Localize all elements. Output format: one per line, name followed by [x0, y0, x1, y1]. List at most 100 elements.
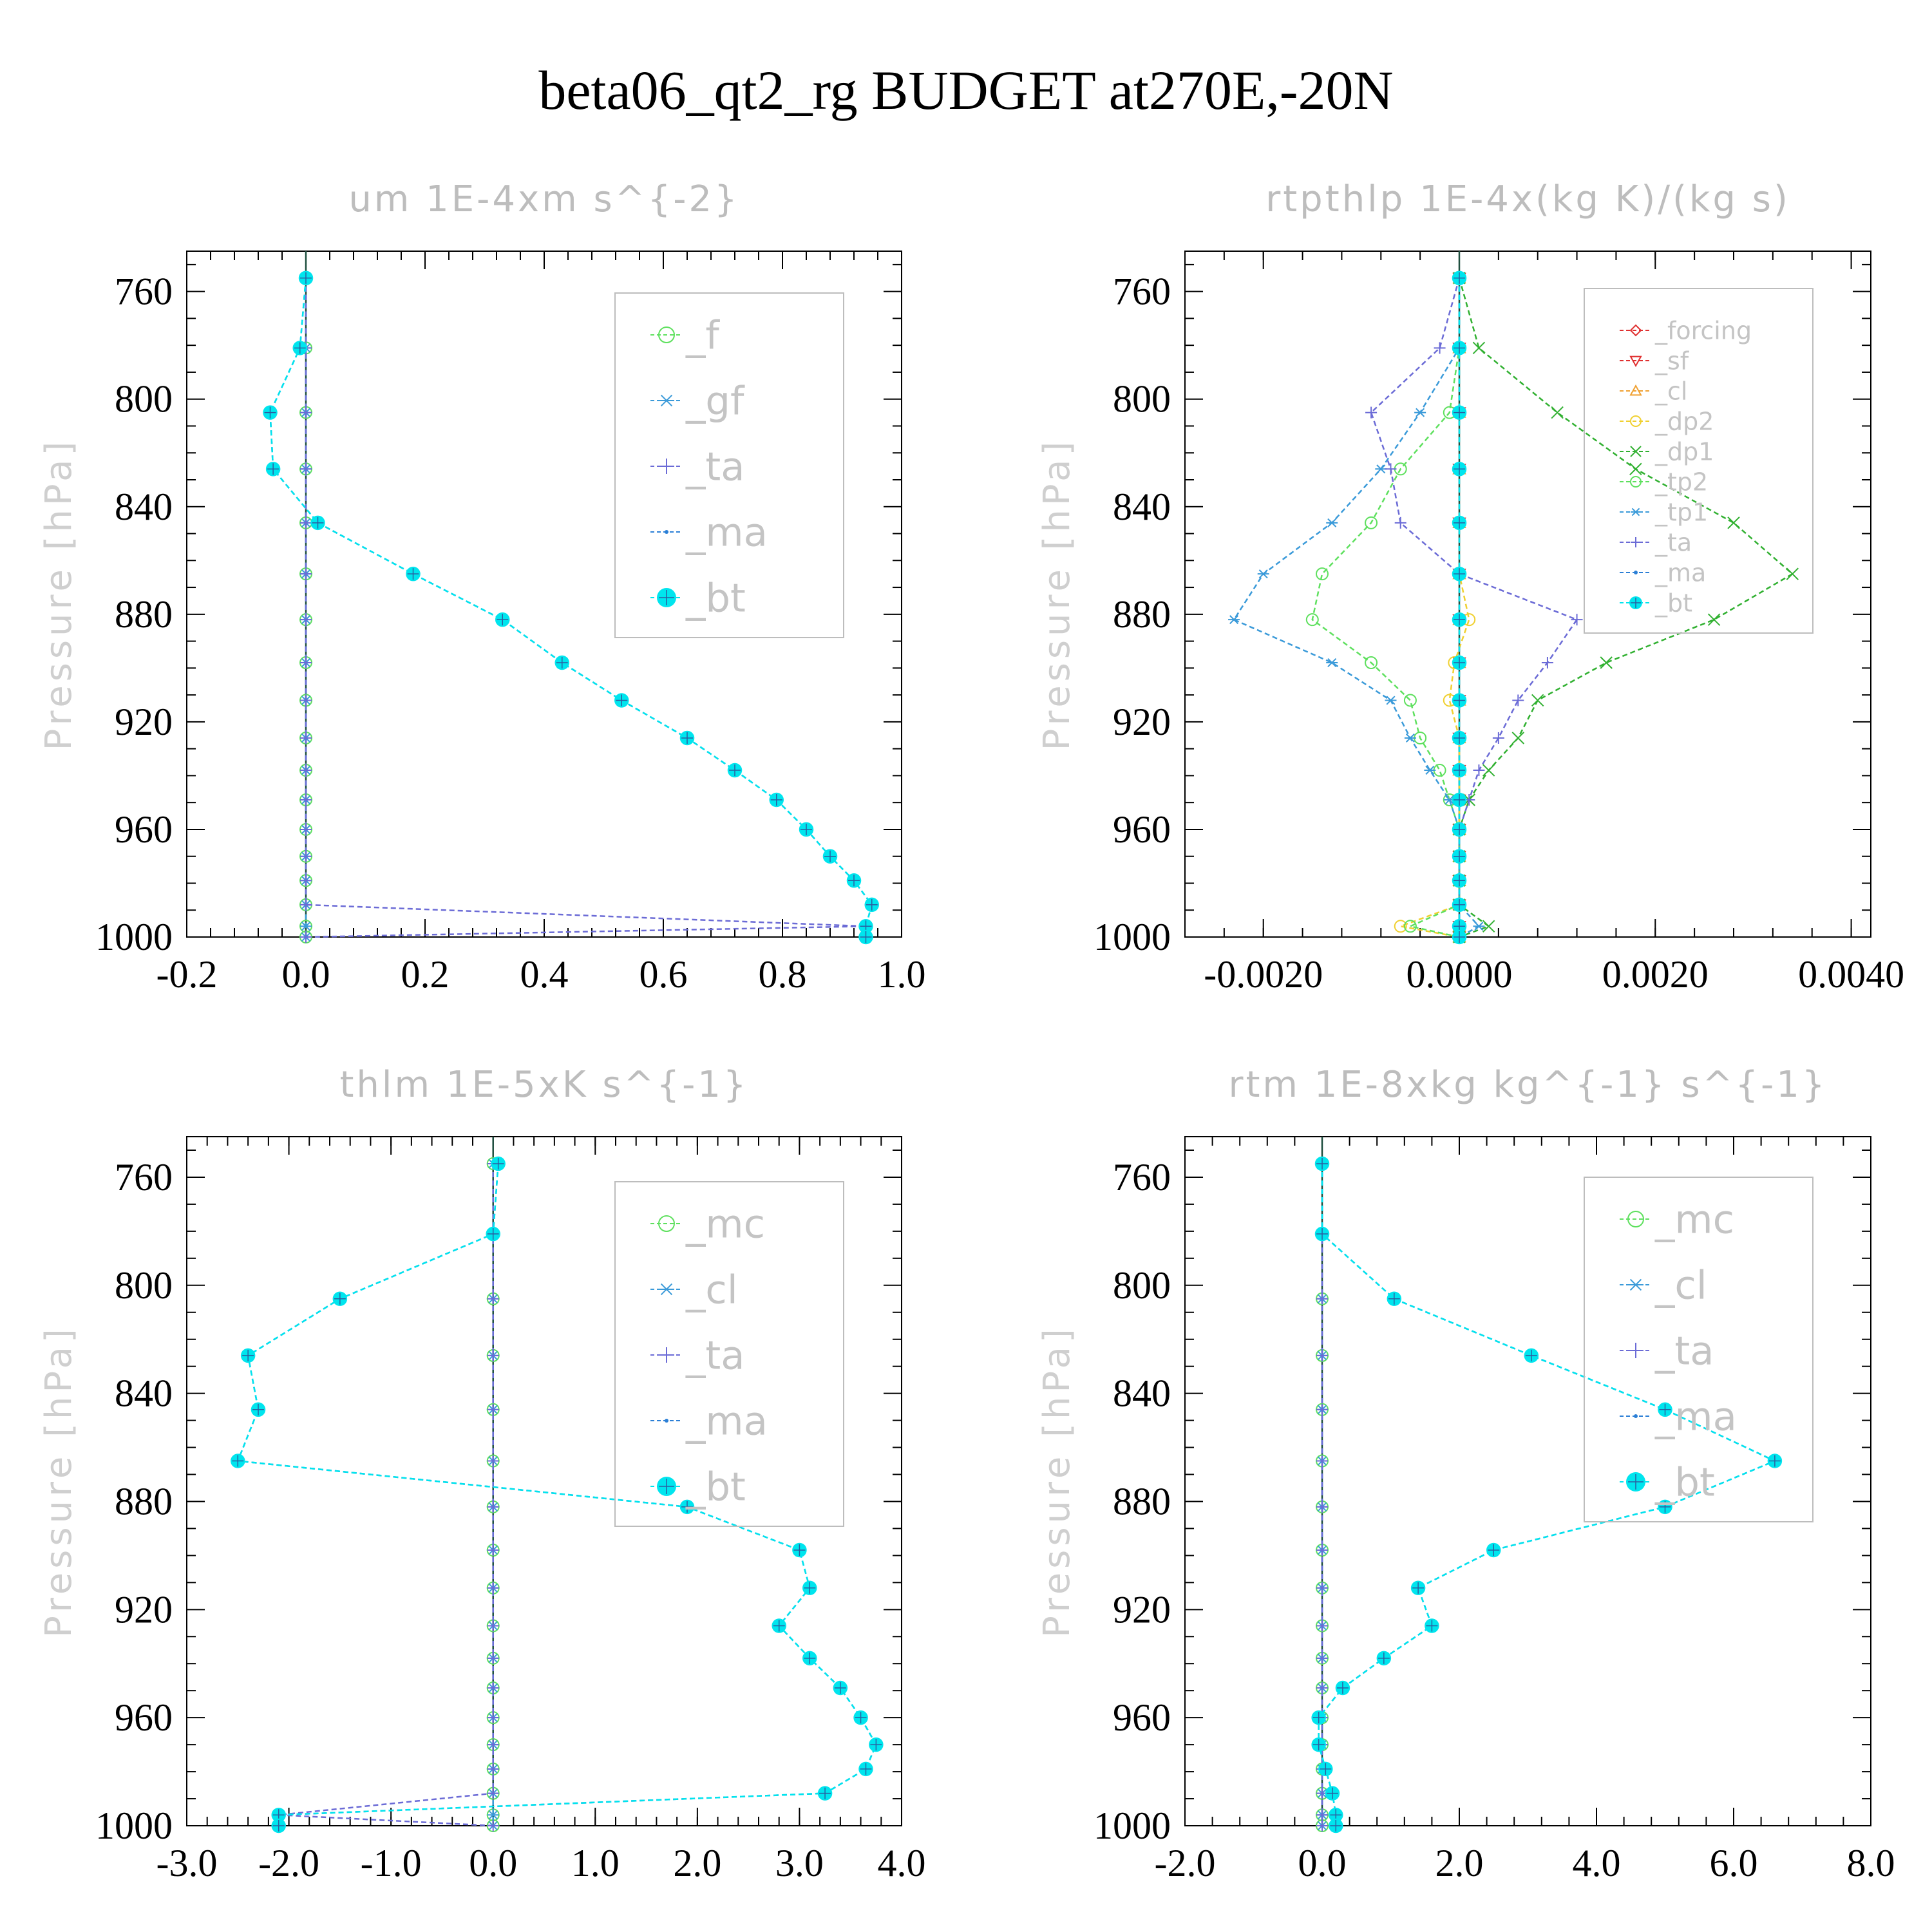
data-point [487, 1810, 499, 1820]
x-tick-label: 8.0 [1847, 1842, 1895, 1884]
series-bt [1452, 270, 1467, 945]
legend-marker [1629, 355, 1642, 368]
legend-label: _bt [685, 1464, 746, 1510]
data-point [1452, 566, 1467, 582]
data-point [817, 1786, 833, 1801]
series-ta [1365, 272, 1583, 943]
y-tick-label: 800 [115, 1264, 173, 1307]
data-point [487, 1293, 499, 1305]
data-point [300, 406, 312, 419]
y-tick-label: 920 [115, 701, 173, 743]
legend-marker [1630, 415, 1642, 427]
x-tick-label: -0.2 [156, 953, 218, 996]
data-point [1316, 1620, 1328, 1632]
data-point [822, 849, 838, 864]
data-point [1571, 614, 1583, 626]
data-point [1410, 1580, 1426, 1595]
y-tick-label: 920 [1113, 701, 1171, 743]
legend-marker [1629, 596, 1642, 609]
data-point [1316, 1501, 1328, 1513]
data-point [487, 1544, 499, 1556]
data-point [1452, 270, 1467, 286]
legend-marker [1629, 324, 1642, 337]
legend-label: _ta [1654, 528, 1692, 556]
y-tick-label: 960 [115, 808, 173, 851]
legend-entry: _ma [1620, 558, 1706, 587]
data-point [1316, 1455, 1328, 1467]
x-tick-label: 2.0 [1435, 1842, 1484, 1884]
y-tick-label: 1000 [95, 1804, 173, 1847]
legend-label: _forcing [1654, 316, 1752, 345]
data-point [495, 612, 510, 627]
legend-label: _dp2 [1654, 407, 1714, 435]
data-point [271, 1818, 286, 1833]
data-point [727, 762, 743, 778]
data-point [769, 792, 784, 808]
series-bt [1311, 1156, 1783, 1833]
series-ta [300, 272, 872, 943]
data-point [1424, 766, 1436, 775]
series-line [236, 1163, 877, 1826]
legend-entry: _tp2 [1620, 468, 1708, 496]
data-point [1492, 732, 1504, 744]
y-tick-label: 800 [115, 378, 173, 421]
data-point [1512, 694, 1524, 706]
x-tick-label: 4.0 [878, 1842, 926, 1884]
y-tick-label: 760 [115, 270, 173, 313]
data-point [406, 566, 421, 582]
y-axis-label: Pressure [hPa] [1036, 438, 1078, 751]
data-point [1524, 1348, 1539, 1363]
x-tick-label: 1.0 [878, 953, 926, 996]
data-point [1452, 822, 1467, 837]
y-tick-label: 960 [115, 1696, 173, 1739]
legend: _mc _cl _ta _ma _bt [614, 1181, 844, 1527]
legend-label: _tp1 [1654, 498, 1708, 526]
x-tick-label: 6.0 [1710, 1842, 1758, 1884]
series-tp2 [1305, 271, 1466, 943]
legend-marker [658, 1215, 675, 1232]
data-point [1326, 518, 1338, 527]
legend-label: _bt [1654, 589, 1692, 617]
data-point [1452, 792, 1467, 808]
x-tick-label: 4.0 [1573, 1842, 1621, 1884]
data-point [1325, 1786, 1340, 1801]
x-tick-label: 0.8 [759, 953, 807, 996]
data-point [614, 693, 629, 708]
panel-title: rtpthlp 1E-4x(kg K)/(kg s) [1265, 178, 1790, 220]
y-tick-label: 920 [1113, 1588, 1171, 1631]
data-point [1314, 1226, 1330, 1242]
legend-marker [1629, 384, 1642, 396]
legend-entry: _tp1 [1620, 498, 1708, 526]
legend-marker [1630, 476, 1642, 488]
y-tick-label: 960 [1113, 1696, 1171, 1739]
data-point [1316, 1809, 1328, 1821]
legend-entry: _bt [650, 1464, 746, 1510]
data-point [1316, 1544, 1328, 1556]
series-ma [236, 1161, 878, 1828]
x-tick-label: 3.0 [775, 1842, 824, 1884]
data-point [1385, 696, 1397, 705]
legend-entry: _f [650, 313, 720, 358]
x-tick-label: -1.0 [361, 1842, 422, 1884]
series-line [1311, 278, 1461, 938]
legend-entry: _mc [650, 1202, 765, 1247]
data-point [231, 1454, 245, 1468]
data-point [487, 1682, 499, 1694]
y-tick-label: 880 [115, 593, 173, 636]
x-tick-label: 0.4 [520, 953, 569, 996]
y-tick-label: 840 [115, 1372, 173, 1415]
y-tick-label: 960 [1113, 808, 1171, 851]
series-line [269, 278, 873, 937]
figure-title: beta06_qt2_rg BUDGET at270E,-20N [538, 59, 1394, 121]
data-point [1335, 1680, 1350, 1696]
series-line [1233, 278, 1481, 938]
data-point [300, 614, 312, 626]
legend-entry: _cl [650, 1267, 738, 1312]
legend-entry: _bt [1620, 589, 1692, 617]
x-tick-label: -2.0 [1155, 1842, 1216, 1884]
legend-entry: _forcing [1620, 316, 1752, 345]
legend-marker [1628, 1278, 1643, 1291]
data-point [1707, 613, 1721, 626]
data-point [332, 1291, 348, 1307]
